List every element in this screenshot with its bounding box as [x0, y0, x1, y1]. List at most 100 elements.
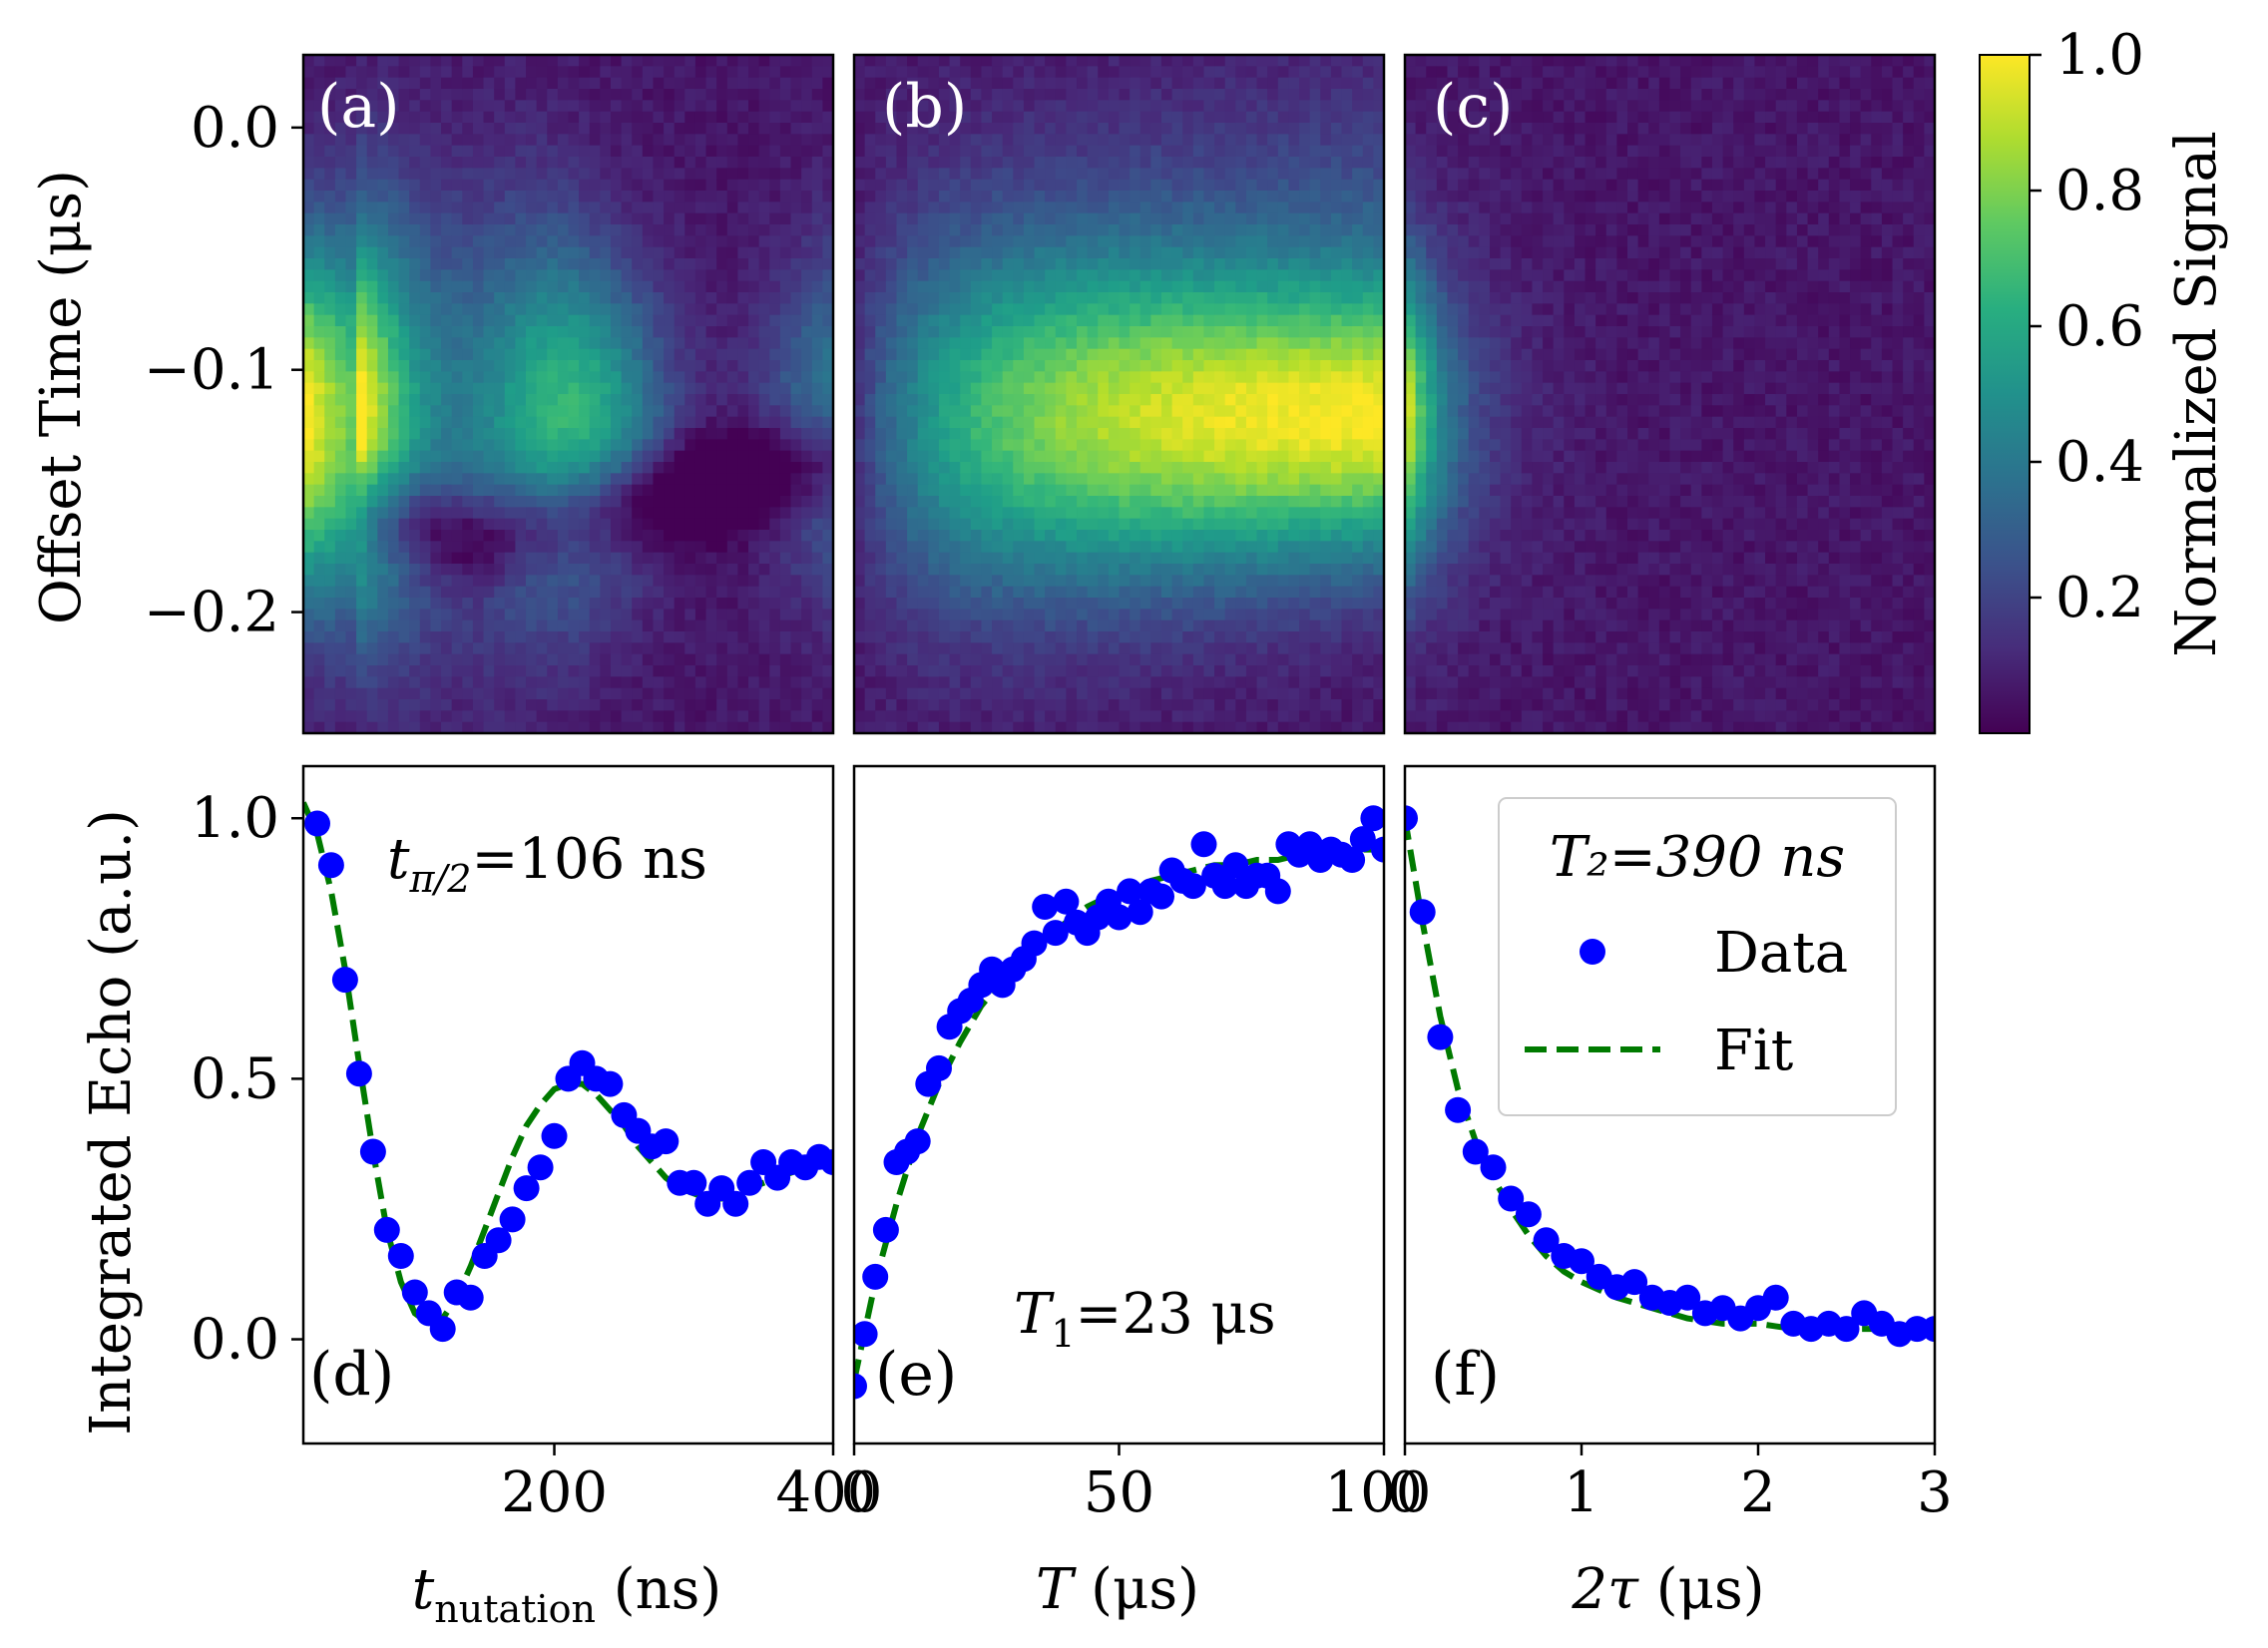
heatmap-cell	[970, 134, 983, 147]
heatmap-cell	[303, 77, 315, 90]
heatmap-cell	[1087, 653, 1099, 666]
heatmap-cell	[949, 89, 961, 101]
heatmap-cell	[568, 676, 580, 689]
heatmap-cell	[949, 314, 961, 327]
heatmap-cell	[536, 348, 548, 361]
heatmap-cell	[907, 314, 919, 327]
heatmap-cell	[758, 292, 770, 304]
heatmap-cell	[494, 586, 506, 599]
heatmap-cell	[1087, 518, 1099, 531]
heatmap-cell	[811, 642, 823, 655]
heatmap-cell	[589, 687, 601, 700]
heatmap-cell	[811, 157, 823, 169]
heatmap-cell	[398, 653, 410, 666]
heatmap-cell	[515, 496, 527, 508]
heatmap-cell	[334, 416, 347, 429]
heatmap-cell	[1192, 564, 1205, 576]
heatmap-cell	[303, 360, 315, 372]
heatmap-cell	[557, 382, 570, 395]
heatmap-cell	[705, 439, 717, 452]
heatmap-cell	[949, 462, 961, 474]
heatmap-cell	[430, 721, 442, 734]
heatmap-cell	[917, 586, 929, 599]
heatmap-cell	[1119, 111, 1131, 124]
heatmap-cell	[875, 699, 887, 711]
heatmap-cell	[1013, 235, 1025, 248]
heatmap-cell	[356, 609, 368, 621]
heatmap-cell	[822, 405, 834, 418]
heatmap-cell	[896, 450, 908, 463]
heatmap-cell	[1192, 382, 1205, 395]
heatmap-cell	[536, 405, 548, 418]
heatmap-cell	[1139, 337, 1151, 350]
heatmap-cell	[579, 123, 591, 135]
heatmap-cell	[864, 123, 876, 135]
heatmap-cell	[885, 564, 898, 576]
heatmap-cell	[1130, 699, 1141, 711]
heatmap-cell	[1192, 462, 1205, 474]
heatmap-cell	[441, 462, 453, 474]
heatmap-cell	[907, 202, 919, 214]
heatmap-cell	[483, 687, 495, 700]
heatmap-cell	[748, 77, 760, 90]
heatmap-cell	[621, 258, 633, 270]
heatmap-cell	[1119, 360, 1131, 372]
heatmap-cell	[398, 462, 410, 474]
heatmap-cell	[472, 77, 485, 90]
heatmap-cell	[1034, 575, 1046, 588]
heatmap-cell	[472, 168, 485, 181]
heatmap-cell	[907, 507, 919, 520]
heatmap-cell	[1098, 202, 1110, 214]
heatmap-cell	[610, 191, 623, 203]
heatmap-cell	[536, 450, 548, 463]
heatmap-cell	[674, 541, 685, 554]
heatmap-cell	[1108, 575, 1121, 588]
heatmap-cell	[758, 382, 770, 395]
heatmap-cell	[917, 292, 929, 304]
heatmap-cell	[811, 326, 823, 338]
heatmap-cell	[1108, 191, 1121, 203]
heatmap-cell	[568, 202, 580, 214]
heatmap-cell	[547, 55, 559, 67]
heatmap-cell	[1087, 699, 1099, 711]
heatmap-cell	[1023, 541, 1036, 554]
heatmap-cell	[387, 280, 400, 293]
heatmap-cell	[694, 473, 707, 486]
heatmap-cell	[1023, 405, 1036, 418]
heatmap-cell	[568, 191, 580, 203]
heatmap-cell	[1192, 439, 1205, 452]
heatmap-cell	[758, 462, 770, 474]
heatmap-cell	[409, 496, 421, 508]
heatmap-cell	[494, 507, 506, 520]
heatmap-cell	[441, 123, 453, 135]
heatmap-cell	[589, 292, 601, 304]
heatmap-cell	[398, 530, 410, 542]
heatmap-cell	[483, 473, 495, 486]
heatmap-cell	[409, 405, 421, 418]
heatmap-cell	[366, 598, 378, 610]
heatmap-cell	[356, 123, 368, 135]
heatmap-cell	[1139, 609, 1151, 621]
heatmap-cell	[441, 371, 453, 384]
heatmap-cell	[1034, 382, 1046, 395]
heatmap-cell	[1013, 450, 1025, 463]
heatmap-cell	[536, 326, 548, 338]
heatmap-cell	[451, 450, 463, 463]
heatmap-cell	[769, 642, 781, 655]
heatmap-cell	[970, 202, 983, 214]
heatmap-cell	[504, 89, 516, 101]
heatmap-cell	[547, 642, 559, 655]
heatmap-cell	[981, 405, 993, 418]
heatmap-cell	[811, 371, 823, 384]
heatmap-cell	[515, 631, 527, 643]
heatmap-cell	[642, 179, 655, 192]
heatmap-cell	[441, 77, 453, 90]
heatmap-cell	[653, 77, 665, 90]
heatmap-cell	[896, 484, 908, 497]
heatmap-cell	[610, 348, 623, 361]
heatmap-cell	[387, 258, 400, 270]
heatmap-cell	[1034, 258, 1046, 270]
heatmap-cell	[462, 439, 474, 452]
heatmap-cell	[324, 484, 336, 497]
heatmap-cell	[854, 292, 866, 304]
